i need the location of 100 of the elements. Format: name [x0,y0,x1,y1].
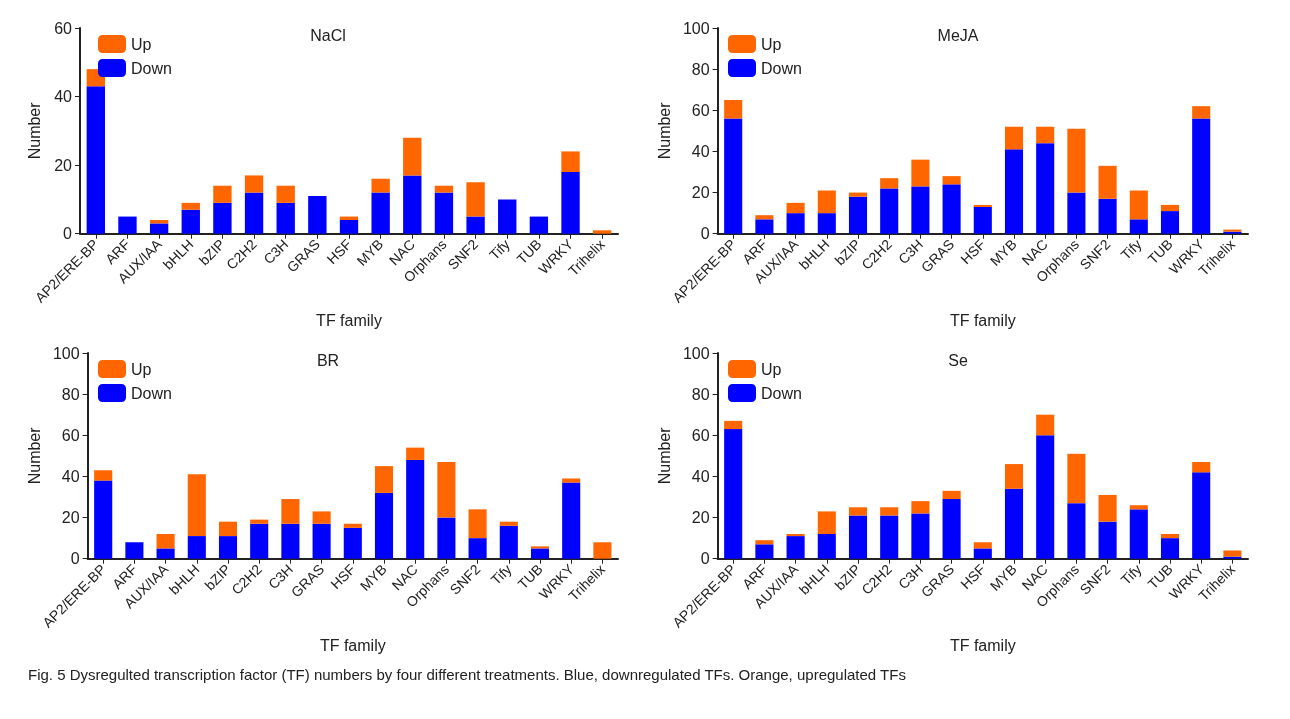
bar [403,137,422,176]
y-axis-title: Number [655,101,673,160]
bar [755,215,774,220]
bar [276,202,295,234]
bar [374,492,394,559]
bar [786,202,805,214]
bar [848,507,868,516]
bar [562,478,581,483]
bar [1098,521,1117,559]
bar [786,534,805,537]
bar [218,536,238,559]
bar [942,176,961,185]
bar [149,223,169,234]
bar [817,190,836,214]
bar [213,185,232,203]
x-axis-title: TF family [319,636,386,654]
x-axis-title: TF family [949,636,1016,654]
bar [187,474,206,537]
bar [1004,464,1024,489]
bar [724,100,743,119]
bar [343,527,362,559]
y-tick-label: 40 [691,142,710,160]
bar [437,517,456,559]
bar [786,536,805,559]
y-tick-label: 0 [70,550,80,568]
legend-label: Down [761,59,802,77]
bar [1098,198,1117,234]
y-tick-label: 60 [61,426,80,444]
bar [250,519,269,524]
chart-title: MeJA [937,26,979,44]
bar [187,536,206,559]
legend-label: Down [131,59,172,77]
y-tick-label: 60 [691,101,710,119]
y-tick-label: 40 [54,88,73,106]
y-tick-label: 100 [682,19,710,37]
bar [499,521,518,526]
y-tick-label: 80 [61,385,80,403]
bar [561,151,580,172]
bar [530,546,550,549]
bar [1036,414,1055,436]
bar [1036,126,1055,144]
bar [499,525,518,559]
bar [374,466,394,493]
y-tick-label: 100 [52,344,80,362]
bar [468,538,487,559]
bar [156,534,175,549]
y-axis-title: Number [25,426,43,485]
x-tick-label: Tify [1117,236,1145,263]
bar [1098,165,1117,199]
bar [181,202,200,210]
bar [724,118,743,234]
bar [1129,219,1148,234]
bar [312,511,331,524]
bar [434,192,454,234]
bar [1223,550,1242,557]
y-tick-label: 100 [682,344,710,362]
bar [1067,192,1086,234]
caption: Fig. 5 Dysregulted transcription factor (TF) numbers by four different treatments. Blue, downregulated TFs. Orange, upregulated TFs [27,665,907,685]
y-tick-label: 60 [54,19,73,37]
x-tick-label: Tify [487,561,515,588]
bar [817,213,836,234]
bar [118,216,137,234]
chart-title: BR [316,351,340,369]
bar [1004,126,1024,150]
x-axis-title: TF family [949,311,1016,329]
bar [942,490,961,500]
bar [276,185,295,203]
bar [1192,472,1211,559]
bar [786,213,805,234]
bar [1004,488,1024,559]
y-tick-label: 60 [691,426,710,444]
bar [724,420,743,430]
bar [466,216,485,234]
y-tick-label: 20 [61,509,80,527]
bar [880,507,899,516]
legend-label: Up [761,35,782,53]
bar [561,172,580,234]
bar [1160,211,1180,234]
bar [562,482,581,559]
y-tick-label: 20 [691,184,710,202]
bar [371,192,390,234]
bar [406,459,425,559]
bar [593,542,612,559]
bar [156,548,175,559]
y-tick-label: 0 [700,550,710,568]
bar [848,196,868,234]
bar [1192,462,1211,473]
bar [973,548,992,559]
bar [343,523,362,528]
bar [213,202,232,234]
bar [1036,435,1055,559]
bar [755,540,774,545]
bar [1129,509,1148,559]
bar [312,523,331,559]
bar [406,447,425,460]
bar [244,175,264,193]
legend-label: Up [761,360,782,378]
chart-title: NaCl [310,26,346,44]
bar [755,219,774,234]
bar [911,501,930,514]
